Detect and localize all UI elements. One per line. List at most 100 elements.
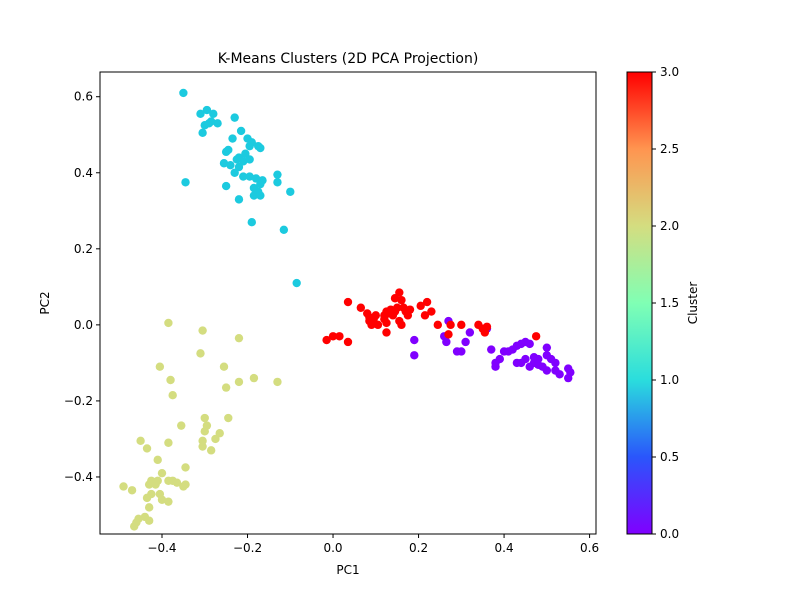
data-point-cluster-3	[482, 322, 492, 331]
data-point-cluster-3	[382, 328, 391, 337]
data-point-cluster-2	[144, 516, 154, 525]
y-tick-label: −0.4	[64, 470, 93, 484]
data-point-cluster-0	[512, 341, 522, 350]
data-point-cluster-1	[202, 105, 212, 115]
data-point-cluster-3	[397, 320, 406, 330]
data-point-cluster-0	[491, 362, 500, 371]
data-point-cluster-1	[241, 149, 250, 158]
colorbar-tick-label: 3.0	[660, 65, 679, 79]
colorbar-axis: 0.0 0.5 1.0 1.5 2.0 2.5 3.0	[652, 65, 679, 541]
data-point-cluster-3	[457, 320, 466, 330]
data-point-cluster-2	[211, 434, 220, 444]
colorbar-label: Cluster	[686, 282, 700, 325]
y-tick-label: 0.6	[74, 90, 93, 104]
data-point-cluster-3	[343, 337, 353, 347]
data-point-cluster-3	[343, 297, 353, 307]
data-point-cluster-3	[335, 332, 344, 341]
data-point-cluster-3	[416, 301, 425, 311]
data-point-cluster-2	[198, 326, 207, 335]
data-point-cluster-3	[322, 335, 331, 345]
data-point-cluster-0	[442, 337, 451, 347]
y-tick-label: 0.0	[74, 318, 93, 332]
data-point-cluster-2	[198, 442, 207, 451]
data-point-cluster-2	[164, 438, 173, 447]
data-point-cluster-1	[247, 138, 256, 147]
data-point-cluster-3	[405, 305, 415, 314]
data-point-cluster-0	[534, 360, 543, 369]
data-point-cluster-1	[219, 159, 229, 168]
data-point-cluster-3	[395, 288, 404, 297]
data-point-cluster-0	[542, 366, 552, 375]
data-point-cluster-1	[273, 178, 282, 187]
data-point-cluster-1	[234, 162, 244, 172]
data-point-cluster-1	[230, 168, 239, 177]
data-point-cluster-3	[433, 320, 442, 330]
chart-title: K-Means Clusters (2D PCA Projection)	[218, 51, 479, 67]
data-point-cluster-1	[286, 187, 295, 196]
x-axis: −0.4 −0.2 0.0 0.2 0.4 0.6	[147, 534, 599, 555]
data-point-cluster-2	[273, 377, 282, 387]
data-point-cluster-2	[144, 503, 154, 512]
data-point-cluster-0	[410, 351, 419, 360]
data-point-cluster-0	[457, 347, 466, 356]
data-point-cluster-2	[206, 446, 216, 455]
y-tick-label: 0.4	[74, 166, 93, 180]
points-layer	[119, 88, 575, 531]
data-point-cluster-3	[420, 311, 430, 320]
data-point-cluster-0	[461, 337, 470, 347]
data-point-cluster-2	[153, 455, 162, 465]
data-point-cluster-1	[292, 278, 301, 288]
colorbar-tick-label: 0.5	[660, 450, 679, 464]
data-point-cluster-3	[422, 297, 432, 307]
data-point-cluster-0	[529, 352, 539, 362]
data-point-cluster-2	[164, 497, 173, 506]
data-point-cluster-1	[226, 160, 235, 170]
data-point-cluster-2	[119, 482, 128, 491]
x-axis-label: PC1	[336, 563, 359, 577]
data-point-cluster-3	[328, 332, 338, 341]
plot-frame	[99, 71, 597, 535]
data-point-cluster-2	[127, 486, 137, 495]
data-point-cluster-1	[239, 172, 248, 181]
data-point-cluster-0	[410, 335, 419, 345]
data-point-cluster-1	[206, 117, 216, 126]
data-point-cluster-3	[444, 330, 453, 339]
data-point-cluster-3	[446, 320, 455, 330]
x-tick-label: 0.0	[323, 541, 342, 555]
data-point-cluster-3	[371, 311, 380, 320]
data-point-cluster-3	[392, 303, 402, 312]
data-point-cluster-2	[142, 444, 152, 453]
data-point-cluster-2	[181, 463, 190, 472]
data-point-cluster-1	[234, 195, 244, 204]
data-point-cluster-2	[136, 436, 145, 446]
colorbar-tick-label: 1.0	[660, 373, 679, 387]
data-point-cluster-0	[551, 358, 560, 368]
data-point-cluster-1	[198, 128, 207, 138]
data-point-cluster-1	[247, 218, 256, 227]
data-point-cluster-1	[228, 134, 237, 143]
y-tick-label: −0.2	[64, 394, 93, 408]
data-point-cluster-1	[179, 88, 188, 98]
data-point-cluster-1	[236, 126, 246, 136]
data-point-cluster-0	[521, 337, 530, 347]
data-point-cluster-3	[373, 320, 383, 330]
data-point-cluster-1	[258, 176, 267, 185]
data-point-cluster-1	[230, 113, 239, 122]
data-point-cluster-1	[249, 191, 259, 200]
colorbar-tick-label: 2.0	[660, 219, 679, 233]
data-point-cluster-0	[495, 354, 504, 364]
data-point-cluster-1	[245, 172, 254, 181]
data-point-cluster-1	[279, 225, 289, 234]
y-axis: −0.4 −0.2 0.0 0.2 0.4 0.6	[64, 90, 100, 484]
data-point-cluster-1	[200, 121, 209, 130]
data-point-cluster-0	[487, 345, 496, 354]
data-point-cluster-2	[172, 478, 182, 487]
data-point-cluster-2	[155, 362, 165, 371]
data-point-cluster-2	[215, 429, 224, 438]
x-tick-label: −0.4	[147, 541, 176, 555]
data-point-cluster-2	[234, 333, 244, 343]
data-point-cluster-2	[177, 421, 186, 430]
data-point-cluster-3	[390, 294, 400, 303]
data-point-cluster-2	[219, 362, 229, 371]
data-point-cluster-1	[213, 119, 222, 128]
